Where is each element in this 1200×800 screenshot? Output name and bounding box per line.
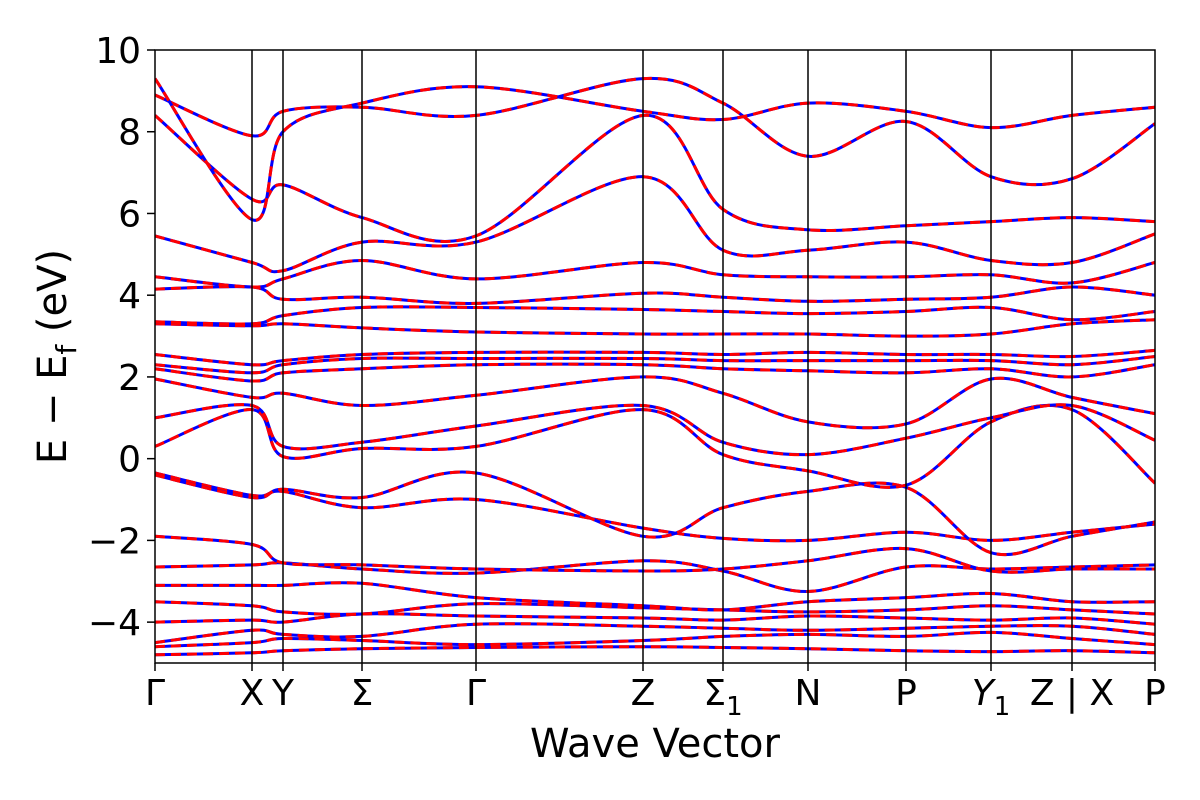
y-tick-label: 10 <box>95 31 141 72</box>
band-20-dashed <box>155 258 1155 289</box>
y-tick-label: −4 <box>88 603 141 644</box>
band-24-solid <box>155 77 1155 222</box>
x-tick-label: P <box>1144 673 1166 714</box>
y-tick-label: 6 <box>118 194 141 235</box>
band-11-dashed <box>155 403 1155 489</box>
y-tick-label: 4 <box>118 276 141 317</box>
band-17-dashed <box>155 318 1155 338</box>
y-tick-label: 8 <box>118 113 141 154</box>
y-axis-label-sub: f <box>50 344 83 355</box>
x-tick-label: Z | X <box>1030 673 1114 714</box>
band-21-solid <box>155 175 1155 274</box>
band-24-dashed <box>155 77 1155 222</box>
band-13-dashed <box>155 375 1155 430</box>
x-tick-label: Σ1 <box>703 673 742 722</box>
bands-layer <box>155 76 1155 657</box>
y-tick-label: 0 <box>118 440 141 481</box>
band-21-dashed <box>155 175 1155 274</box>
x-tick-label: P <box>895 673 917 714</box>
x-axis-ticks: Γ X Y Σ Γ Z Σ1 N P Y1 Z | X P <box>145 663 1166 722</box>
x-tick-label: Γ <box>466 673 486 714</box>
y-axis-ticks: 10 8 6 4 2 0 −2 −4 <box>88 31 155 644</box>
band-10-dashed <box>155 470 1155 557</box>
x-tick-label: Z <box>631 673 656 714</box>
y-axis-label-unit: (eV) <box>30 249 76 345</box>
band-1-dashed <box>155 645 1155 657</box>
band-10-solid <box>155 470 1155 557</box>
band-5-dashed <box>155 600 1155 616</box>
band-23-solid <box>155 76 1155 187</box>
x-tick-label: Y <box>271 673 295 714</box>
band-4-dashed <box>155 612 1155 626</box>
y-tick-label: −2 <box>88 521 141 562</box>
x-tick-label: N <box>795 673 822 714</box>
plot-frame <box>154 49 1156 664</box>
y-tick-label: 2 <box>118 358 141 399</box>
band-19-dashed <box>155 285 1155 305</box>
x-tick-label: Y1 <box>972 673 1011 722</box>
x-tick-label: Γ <box>145 673 165 714</box>
x-tick-label: Σ <box>351 673 374 714</box>
k-point-lines <box>251 50 1073 663</box>
band-23-dashed <box>155 76 1155 187</box>
band-13-solid <box>155 375 1155 430</box>
band-11-solid <box>155 403 1155 489</box>
band-9-solid <box>155 471 1155 543</box>
band-18-dashed <box>155 305 1155 326</box>
x-axis-label: Wave Vector <box>530 721 781 767</box>
y-axis-label-main: E − E <box>30 355 76 465</box>
band-20-solid <box>155 258 1155 289</box>
y-axis-label: E − Ef (eV) <box>30 249 83 464</box>
x-tick-label: X <box>240 673 265 714</box>
